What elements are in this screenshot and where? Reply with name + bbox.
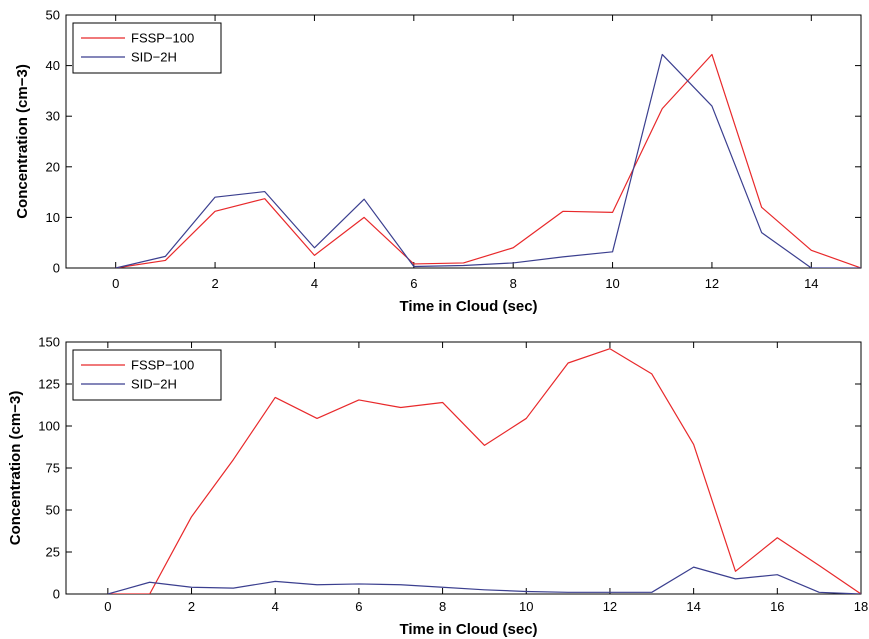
y-tick-label: 40: [46, 58, 60, 73]
y-axis-title: Concentration (cm−3): [14, 64, 31, 219]
legend: FSSP−100 SID−2H: [72, 22, 222, 74]
y-tick-label: 30: [46, 109, 60, 124]
x-tick-label: 14: [686, 599, 700, 614]
legend-label-2: SID−2H: [131, 377, 177, 392]
y-tick-label: 150: [38, 335, 60, 350]
x-tick-label: 12: [705, 276, 719, 291]
chart-1: 0 2 4 6 8 10 12 14 0 10 20 30 40 50 Time in Cloud (sec…: [14, 8, 862, 315]
x-tick-label: 8: [439, 599, 446, 614]
x-tick-label: 0: [104, 599, 111, 614]
legend-label-1: FSSP−100: [131, 31, 194, 46]
x-tick-label: 6: [410, 276, 417, 291]
x-tick-label: 4: [272, 599, 279, 614]
y-tick-label: 0: [53, 587, 60, 602]
x-tick-label: 2: [211, 276, 218, 291]
x-tick-label: 14: [804, 276, 818, 291]
series-line-1: [115, 53, 861, 268]
x-axis-title: Time in Cloud (sec): [399, 298, 537, 315]
series-line-2: [115, 53, 861, 268]
y-tick-label: 50: [46, 8, 60, 23]
series-line-2: [107, 566, 861, 594]
series-line-1: [107, 348, 861, 594]
y-tick-label: 100: [38, 419, 60, 434]
x-tick-label: 4: [311, 276, 318, 291]
x-tick-label: 10: [605, 276, 619, 291]
y-tick-label: 75: [46, 461, 60, 476]
chart-2: 0 2 4 6 8 10 12 14 16 18 0 25 50 75 100 125 150 Time in C…: [7, 335, 868, 639]
x-tick-label: 12: [603, 599, 617, 614]
legend-box: [72, 349, 222, 401]
legend-label-1: FSSP−100: [131, 358, 194, 373]
x-tick-label: 16: [770, 599, 784, 614]
x-tick-label: 6: [355, 599, 362, 614]
legend-box: [72, 22, 222, 74]
y-tick-label: 10: [46, 210, 60, 225]
legend: FSSP−100 SID−2H: [72, 349, 222, 401]
y-tick-label: 50: [46, 503, 60, 518]
x-tick-label: 8: [510, 276, 517, 291]
x-tick-label: 2: [188, 599, 195, 614]
y-tick-label: 125: [38, 377, 60, 392]
x-tick-label: 10: [519, 599, 533, 614]
x-tick-label: 0: [112, 276, 119, 291]
y-tick-label: 0: [53, 261, 60, 276]
y-axis-title: Concentration (cm−3): [7, 391, 24, 546]
y-tick-label: 25: [46, 545, 60, 560]
x-axis-title: Time in Cloud (sec): [399, 621, 537, 638]
y-tick-label: 20: [46, 159, 60, 174]
legend-label-2: SID−2H: [131, 50, 177, 65]
x-tick-label: 18: [854, 599, 868, 614]
